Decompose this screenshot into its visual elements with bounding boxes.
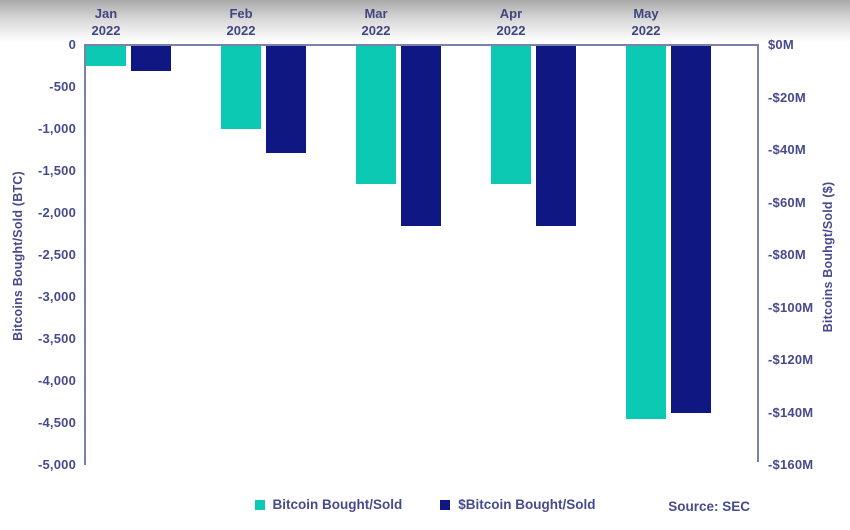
x-axis-label-month: Mar [364,6,388,21]
bar-usd [131,45,171,72]
y-axis-tick-left: 0 [68,37,76,52]
y-axis-tick-right: -$100M [768,299,814,315]
x-axis-label: Mar 2022 [336,5,416,39]
y-axis-tick-left: -5,000 [37,457,76,472]
legend-item-usd: $Bitcoin Bought/Sold [440,497,595,512]
legend-label: Bitcoin Bought/Sold [272,497,403,512]
bar-btc [626,45,666,419]
zero-baseline [85,44,759,46]
legend: Bitcoin Bought/Sold $Bitcoin Bought/Sold [0,497,850,512]
x-axis-label-month: Feb [229,6,253,21]
right-axis-line [757,44,759,462]
x-axis-label-year: 2022 [631,23,661,38]
y-axis-tick-left: -3,000 [37,289,76,304]
y-axis-tick-left: -4,500 [37,415,76,430]
y-axis-tick-right: $0M [768,37,794,52]
y-axis-tick-right: -$60M [768,194,806,210]
bar-btc [491,45,531,184]
bar-usd [536,45,576,227]
y-axis-tick-right: -$120M [768,352,814,367]
y-axis-tick-left: -3,500 [37,331,76,346]
legend-swatch-teal-icon [254,499,265,510]
y-axis-tick-right: -$160M [768,457,814,472]
y-axis-tick-left: -1,000 [37,121,76,136]
y-axis-tick-right: -$40M [768,142,806,157]
x-axis-label: Feb 2022 [201,5,281,39]
right-axis-title: Bitcoins Bouhgt/Sold ($) [821,181,835,333]
x-axis-label-month: May [633,6,659,21]
y-axis-tick-left: -4,000 [37,373,76,388]
x-axis-label-year: 2022 [496,23,526,38]
source-credit: Source: SEC [668,499,750,514]
y-axis-tick-left: -500 [49,79,76,94]
bar-usd [266,45,306,153]
x-axis-label-year: 2022 [91,23,121,38]
x-axis-label: Jan 2022 [66,5,146,39]
y-axis-tick-left: -1,500 [37,163,76,178]
legend-swatch-navy-icon [440,499,451,510]
x-axis-label: Apr 2022 [471,5,551,39]
bar-btc [221,45,261,129]
left-axis-line [84,44,86,465]
y-axis-tick-right: -$80M [768,247,806,262]
y-axis-tick-right: -$20M [768,89,806,105]
bar-btc [356,45,396,184]
bar-usd [401,45,441,227]
x-axis-label-month: Apr [499,6,523,21]
x-axis-label-year: 2022 [226,23,256,38]
top-gradient [0,0,850,42]
bar-btc [86,45,126,66]
y-axis-tick-right: -$140M [768,404,814,420]
x-axis-label: May 2022 [606,5,686,39]
bar-usd [671,45,711,413]
legend-item-btc: Bitcoin Bought/Sold [254,497,403,512]
x-axis-label-year: 2022 [361,23,391,38]
legend-label: $Bitcoin Bought/Sold [458,497,596,512]
y-axis-tick-left: -2,500 [37,247,76,262]
x-axis-label-month: Jan [94,6,118,21]
left-axis-title: Bitcoins Bought/Sold (BTC) [11,171,25,341]
y-axis-tick-left: -2,000 [37,205,76,220]
